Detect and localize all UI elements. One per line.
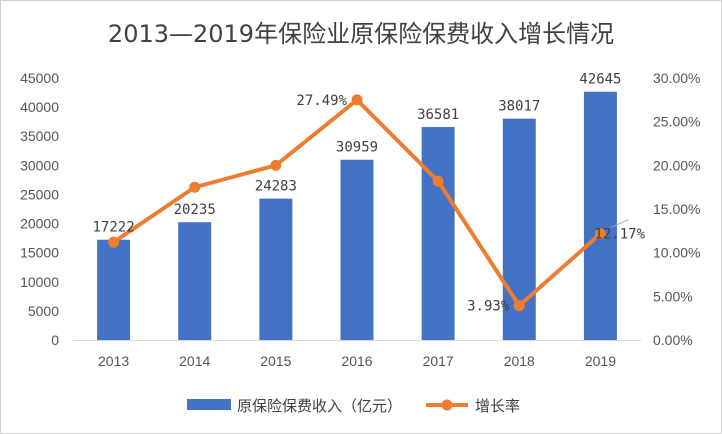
y-left-tick-label: 5000 (28, 303, 59, 319)
line-marker (351, 94, 363, 106)
line-value-label: 3.93% (467, 299, 510, 315)
chart-title: 2013—2019年保险业原保险保费收入增长情况 (108, 20, 614, 48)
line-marker (189, 181, 201, 193)
bar-value-label: 36581 (417, 107, 459, 123)
line-value-label: 12.17% (594, 227, 645, 243)
bar-value-label: 42645 (579, 72, 621, 88)
legend-line-marker (441, 399, 453, 411)
y-left-tick-label: 20000 (20, 216, 59, 232)
x-tick-label: 2014 (179, 353, 210, 369)
y-left-tick-label: 45000 (20, 70, 59, 86)
x-tick-label: 2015 (260, 353, 291, 369)
y-right-tick-label: 15.00% (653, 201, 700, 217)
line-marker (108, 236, 120, 248)
bar-value-label: 38017 (498, 99, 540, 115)
line-series (108, 94, 606, 312)
legend-line-label: 增长率 (475, 397, 520, 415)
axes: 0 5000 10000 15000 20000 25000 30000 35000 40000… (20, 70, 700, 369)
y-right-tick-label: 0.00% (653, 332, 693, 348)
label-leader-line (610, 219, 629, 229)
legend-bar-label: 原保险保费收入（亿元） (237, 397, 402, 415)
bar (178, 222, 212, 340)
y-right-tick-label: 25.00% (653, 114, 700, 130)
y-right-tick-label: 10.00% (653, 245, 700, 261)
y-right-tick-label: 5.00% (653, 288, 693, 304)
x-tick-label: 2013 (98, 353, 129, 369)
legend: 原保险保费收入（亿元） 增长率 (187, 397, 520, 415)
y-left-tick-label: 10000 (20, 274, 59, 290)
line-marker (270, 159, 282, 171)
y-left-tick-label: 15000 (20, 245, 59, 261)
bar-series (97, 91, 617, 340)
legend-bar-swatch (187, 399, 231, 410)
bar-value-label: 30959 (336, 140, 378, 156)
bar (97, 239, 131, 340)
bar (583, 91, 617, 340)
y-left-tick-label: 40000 (20, 99, 59, 115)
y-left-tick-label: 35000 (20, 128, 59, 144)
y-right-tick-label: 20.00% (653, 157, 700, 173)
line-marker (513, 300, 525, 312)
y-left-tick-label: 25000 (20, 186, 59, 202)
bar-value-label: 24283 (255, 179, 297, 195)
data-labels: 17222 20235 24283 30959 36581 38017 42645 27.49… (92, 72, 645, 315)
bar-value-label: 17222 (92, 220, 134, 236)
line-value-label: 27.49% (296, 93, 347, 109)
bar (259, 198, 293, 340)
y-right-tick-label: 30.00% (653, 70, 700, 86)
line-marker (432, 175, 444, 187)
line-marker (594, 228, 606, 240)
x-tick-label: 2019 (585, 353, 616, 369)
x-tick-label: 2018 (504, 353, 535, 369)
bar (421, 127, 455, 340)
bar-value-label: 20235 (174, 202, 216, 218)
y-left-tick-label: 30000 (20, 157, 59, 173)
x-tick-label: 2016 (341, 353, 372, 369)
x-tick-label: 2017 (423, 353, 454, 369)
bar (340, 159, 374, 340)
y-left-tick-label: 0 (51, 332, 59, 348)
